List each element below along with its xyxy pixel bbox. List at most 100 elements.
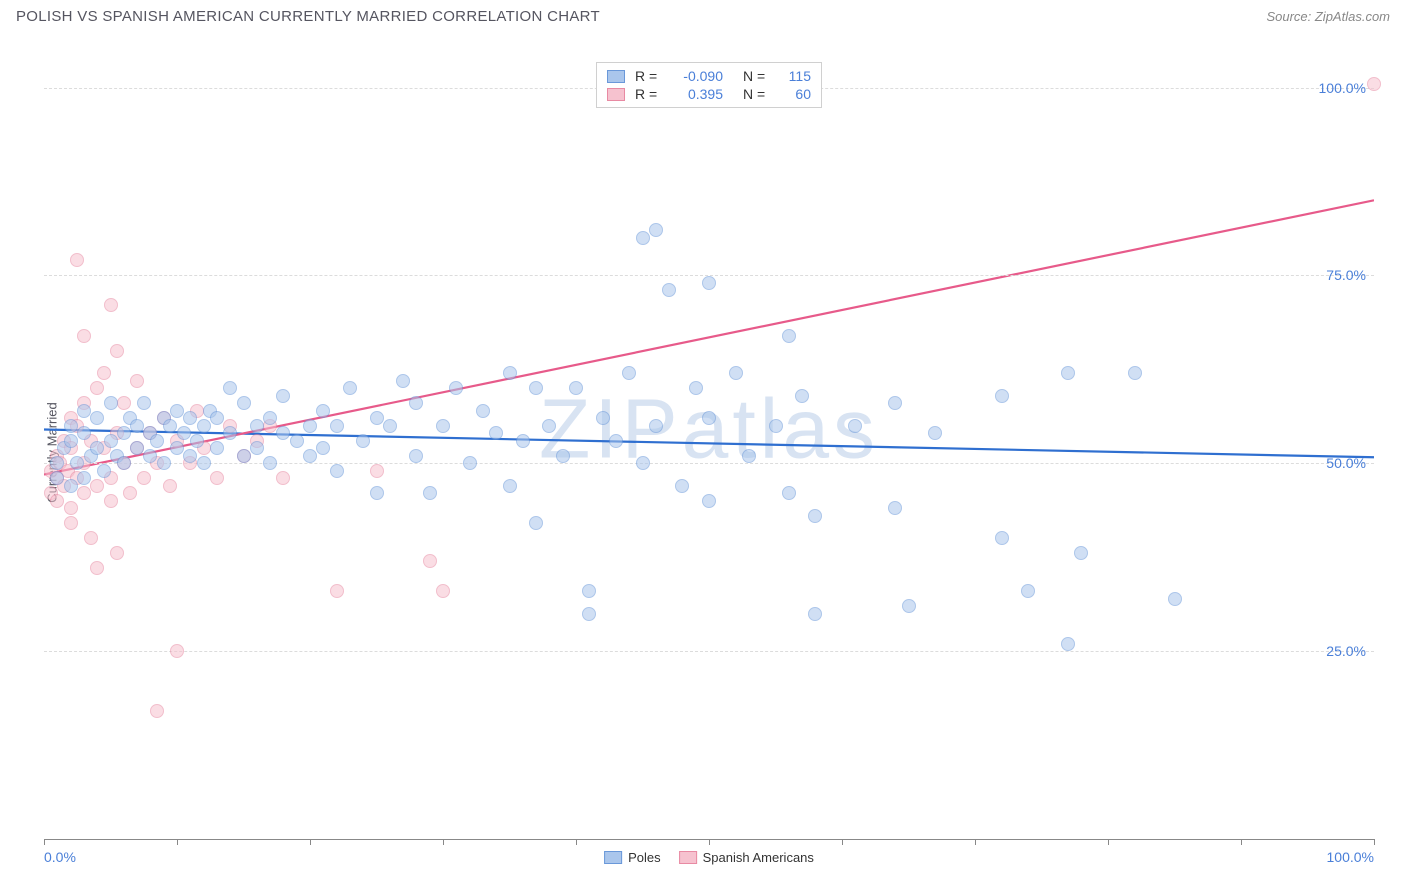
legend-n-value: 60	[781, 86, 811, 102]
data-point	[70, 253, 84, 267]
data-point	[330, 464, 344, 478]
data-point	[1021, 584, 1035, 598]
correlation-legend: R =-0.090N =115R =0.395N =60	[596, 62, 822, 108]
data-point	[636, 231, 650, 245]
legend-r-value: 0.395	[673, 86, 723, 102]
data-point	[90, 441, 104, 455]
x-tick	[44, 839, 45, 845]
data-point	[848, 419, 862, 433]
data-point	[210, 441, 224, 455]
legend-item: Spanish Americans	[679, 850, 814, 865]
data-point	[150, 434, 164, 448]
data-point	[104, 396, 118, 410]
data-point	[77, 486, 91, 500]
data-point	[330, 419, 344, 433]
y-tick-label: 75.0%	[1326, 267, 1366, 283]
legend-n-value: 115	[781, 68, 811, 84]
data-point	[742, 449, 756, 463]
y-tick-label: 100.0%	[1319, 80, 1366, 96]
data-point	[702, 411, 716, 425]
data-point	[476, 404, 490, 418]
data-point	[50, 456, 64, 470]
legend-row: R =0.395N =60	[607, 85, 811, 103]
trend-line	[44, 200, 1374, 474]
data-point	[117, 396, 131, 410]
data-point	[675, 479, 689, 493]
data-point	[77, 329, 91, 343]
x-tick	[443, 839, 444, 845]
x-axis-min-label: 0.0%	[44, 849, 76, 865]
data-point	[622, 366, 636, 380]
x-tick	[1108, 839, 1109, 845]
data-point	[50, 494, 64, 508]
data-point	[316, 441, 330, 455]
data-point	[343, 381, 357, 395]
data-point	[104, 298, 118, 312]
legend-r-label: R =	[635, 86, 663, 102]
legend-item: Poles	[604, 850, 661, 865]
data-point	[84, 531, 98, 545]
data-point	[130, 441, 144, 455]
data-point	[356, 434, 370, 448]
legend-r-label: R =	[635, 68, 663, 84]
data-point	[237, 449, 251, 463]
data-point	[64, 501, 78, 515]
data-point	[729, 366, 743, 380]
data-point	[250, 441, 264, 455]
data-point	[263, 456, 277, 470]
data-point	[77, 471, 91, 485]
data-point	[290, 434, 304, 448]
data-point	[569, 381, 583, 395]
data-point	[104, 494, 118, 508]
data-point	[689, 381, 703, 395]
data-point	[137, 471, 151, 485]
data-point	[130, 419, 144, 433]
data-point	[117, 456, 131, 470]
data-point	[1367, 77, 1381, 91]
data-point	[104, 434, 118, 448]
data-point	[649, 223, 663, 237]
chart-source: Source: ZipAtlas.com	[1266, 9, 1390, 24]
data-point	[542, 419, 556, 433]
data-point	[90, 381, 104, 395]
data-point	[808, 509, 822, 523]
data-point	[276, 389, 290, 403]
x-tick	[1241, 839, 1242, 845]
legend-row: R =-0.090N =115	[607, 67, 811, 85]
x-tick	[842, 839, 843, 845]
scatter-chart: Currently Married ZIPatlas R =-0.090N =1…	[44, 50, 1374, 840]
data-point	[383, 419, 397, 433]
data-point	[117, 426, 131, 440]
data-point	[276, 426, 290, 440]
data-point	[556, 449, 570, 463]
data-point	[110, 344, 124, 358]
data-point	[150, 704, 164, 718]
data-point	[888, 396, 902, 410]
data-point	[1061, 637, 1075, 651]
data-point	[143, 449, 157, 463]
trend-lines	[44, 50, 1374, 839]
data-point	[582, 584, 596, 598]
data-point	[370, 411, 384, 425]
data-point	[130, 374, 144, 388]
chart-title: POLISH VS SPANISH AMERICAN CURRENTLY MAR…	[16, 8, 600, 25]
data-point	[123, 486, 137, 500]
legend-swatch	[607, 88, 625, 101]
data-point	[303, 419, 317, 433]
data-point	[795, 389, 809, 403]
series-legend: Poles Spanish Americans	[604, 850, 814, 865]
data-point	[97, 464, 111, 478]
data-point	[609, 434, 623, 448]
data-point	[330, 584, 344, 598]
data-point	[183, 449, 197, 463]
data-point	[250, 419, 264, 433]
data-point	[170, 644, 184, 658]
x-tick	[576, 839, 577, 845]
data-point	[396, 374, 410, 388]
data-point	[110, 546, 124, 560]
data-point	[170, 441, 184, 455]
data-point	[197, 419, 211, 433]
data-point	[503, 366, 517, 380]
data-point	[77, 426, 91, 440]
data-point	[177, 426, 191, 440]
